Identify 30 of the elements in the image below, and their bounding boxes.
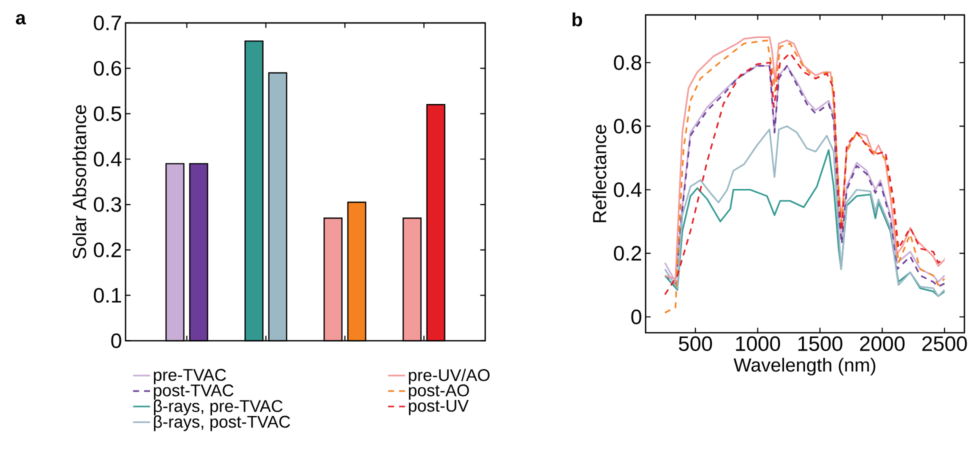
- y-tick-label: 0.6: [94, 60, 122, 76]
- x-tick-label: 2500: [922, 336, 967, 351]
- legend-label: pre-UV/AO: [408, 368, 490, 384]
- y-tick-label: 0: [111, 333, 122, 348]
- chart-title: a: [16, 14, 26, 24]
- y-tick-label: 0.5: [94, 106, 122, 121]
- y-tick-label: 0.3: [94, 196, 122, 212]
- x-tick-label: 1000: [736, 336, 780, 351]
- y-tick-label: 0.4: [94, 152, 122, 166]
- legend-label: β-rays, pre-TVAC: [154, 400, 283, 416]
- x-tick-label: 500: [678, 336, 712, 351]
- y-tick-label: 0.4: [614, 182, 642, 197]
- legend-label: post-AO: [408, 384, 469, 400]
- x-tick-label: 2000: [860, 336, 905, 351]
- y-tick-label: 0: [631, 309, 642, 324]
- y-tick-label: 0.6: [614, 118, 642, 134]
- y-tick-label: 0.1: [94, 288, 122, 303]
- legend-label: pre-TVAC: [154, 368, 226, 384]
- x-tick-label: 1500: [798, 336, 842, 351]
- y-axis-title: Solar Absorbtance: [72, 104, 86, 258]
- y-axis-title: Reflectance: [592, 124, 606, 222]
- y-tick-label: 0.8: [614, 55, 642, 70]
- y-tick-label: 0.7: [94, 15, 121, 30]
- x-axis-title: Wavelength (nm): [734, 358, 876, 376]
- legend-label: post-TVAC: [154, 384, 234, 400]
- y-tick-label: 0.2: [614, 246, 642, 261]
- chart-title: b: [572, 12, 582, 26]
- legend-label: β-rays, post-TVAC: [154, 415, 290, 431]
- y-tick-label: 0.2: [94, 242, 121, 258]
- legend-label: post-UV: [408, 400, 469, 415]
